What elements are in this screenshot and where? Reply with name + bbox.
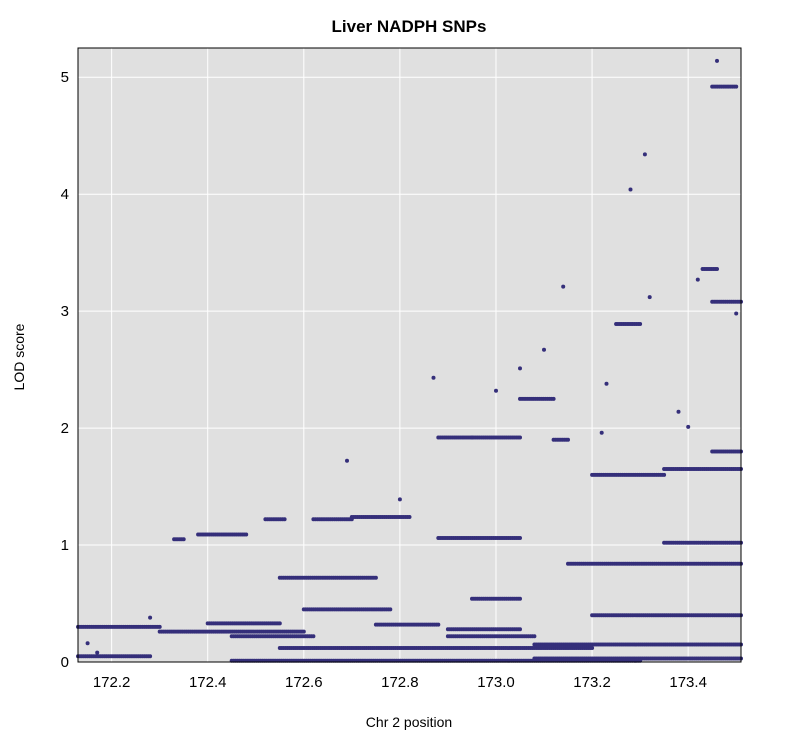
- snp-point: [345, 458, 349, 463]
- y-tick-label: 0: [61, 654, 69, 671]
- plot-frame: [77, 47, 742, 663]
- y-tick-label: 5: [61, 69, 69, 86]
- snp-point: [561, 284, 566, 289]
- snp-point: [518, 536, 522, 540]
- snp-point: [95, 650, 100, 655]
- snp-point: [599, 430, 604, 435]
- plot-background: [78, 48, 741, 662]
- y-tick-label: 3: [61, 303, 69, 320]
- snp-point: [676, 409, 681, 414]
- x-axis-ticks: 172.2 172.4 172.6 172.8 173.0 173.2 173.4: [93, 674, 707, 691]
- snp-point: [662, 472, 667, 477]
- snp-point: [407, 515, 412, 519]
- snp-point: [397, 497, 402, 502]
- x-tick-label: 173.2: [573, 674, 611, 691]
- snp-point: [301, 629, 306, 634]
- snp-point: [148, 615, 153, 620]
- snp-point: [431, 375, 436, 380]
- x-tick-label: 173.0: [477, 674, 515, 691]
- snp-point: [518, 596, 522, 601]
- x-axis-label: Chr 2 position: [366, 714, 452, 730]
- snp-point: [518, 366, 522, 371]
- data-points: [76, 58, 743, 663]
- snp-point: [494, 388, 498, 393]
- snp-point: [277, 621, 282, 626]
- x-tick-label: 172.6: [285, 674, 323, 691]
- chart-title: Liver NADPH SNPs: [332, 17, 487, 36]
- x-tick-label: 172.4: [189, 674, 227, 691]
- snp-point: [244, 532, 249, 537]
- snp-point: [604, 381, 609, 386]
- snp-point: [628, 187, 633, 192]
- grid-lines: [78, 48, 741, 663]
- snp-point: [715, 267, 719, 271]
- snp-point: [85, 641, 90, 646]
- snp-point: [148, 654, 153, 659]
- snp-point: [647, 295, 652, 300]
- snp-point: [686, 424, 691, 429]
- snp-point: [638, 322, 643, 326]
- snp-point: [734, 311, 739, 316]
- snp-point: [282, 517, 287, 522]
- snp-point: [566, 437, 570, 442]
- snp-point: [590, 646, 595, 650]
- snp-point: [715, 58, 719, 63]
- x-tick-label: 173.4: [669, 674, 707, 691]
- y-tick-label: 2: [61, 420, 69, 437]
- snp-point: [542, 347, 546, 352]
- snp-point: [695, 277, 700, 282]
- snp-point: [532, 634, 537, 639]
- snp-point: [436, 622, 441, 627]
- snp-point: [181, 537, 186, 542]
- snp-point: [518, 627, 522, 632]
- snp-point: [551, 396, 556, 401]
- snp-point: [518, 435, 522, 440]
- y-axis-label: LOD score: [11, 323, 27, 390]
- x-tick-label: 172.8: [381, 674, 419, 691]
- snp-point: [311, 634, 316, 639]
- y-axis-ticks: 0 1 2 3 4 5: [61, 69, 69, 671]
- y-tick-label: 4: [61, 186, 69, 203]
- snp-point: [388, 607, 393, 612]
- snp-point: [373, 575, 378, 580]
- snp-point: [157, 624, 162, 629]
- y-tick-label: 1: [61, 537, 69, 554]
- x-tick-label: 172.2: [93, 674, 131, 691]
- snp-point: [642, 152, 647, 157]
- snp-point: [734, 84, 739, 89]
